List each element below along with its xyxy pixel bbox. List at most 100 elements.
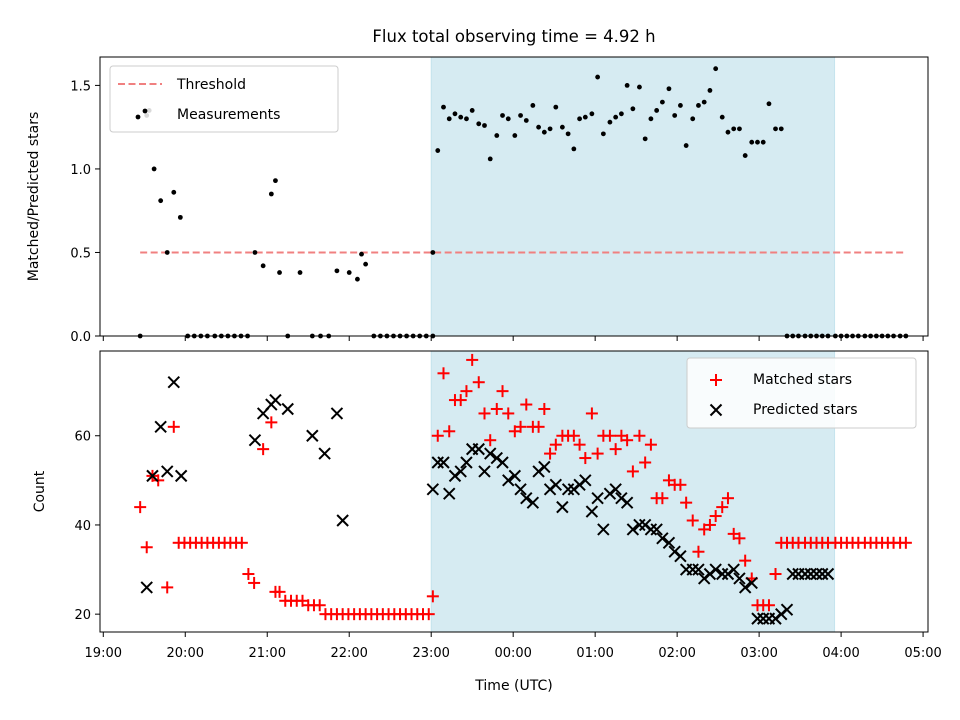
top-legend: Threshold Measurements: [109, 65, 339, 133]
predicted-star-point: [751, 612, 764, 625]
predicted-star-point: [626, 523, 640, 536]
measurement-point: [683, 143, 689, 148]
measurement-point: [773, 126, 778, 132]
predicted-star-point-b: [786, 567, 799, 581]
matched-star-point: [514, 420, 527, 433]
matched-star-point: [538, 402, 551, 415]
predicted-star-point: [561, 483, 575, 496]
measurement-point: [359, 251, 364, 257]
predicted-star-point: [780, 603, 794, 616]
measurement-point: [435, 148, 441, 153]
predicted-star-point-b: [579, 474, 592, 487]
matched-star-point: [626, 465, 639, 478]
matched-star-point: [739, 554, 752, 567]
predicted-star-point-b: [281, 402, 294, 416]
measurement-point: [441, 104, 446, 110]
predicted-legend-label: Predicted stars: [753, 402, 858, 418]
matched-star-point: [762, 599, 775, 612]
measurement-point: [659, 99, 665, 105]
matched-star-point: [591, 447, 604, 460]
predicted-star-point: [140, 581, 153, 594]
predicted-star-point-b: [633, 518, 646, 532]
predicted-star-point: [662, 536, 676, 550]
predicted-star-point: [478, 465, 491, 478]
predicted-star-point: [437, 456, 450, 469]
predicted-star-point: [248, 433, 262, 447]
bottom-x-ticks: 19:00 20:00 21:00 22:00 23:00 00:00 01:00 02:00…: [85, 632, 942, 661]
bottom-y-tick-label: 20: [74, 608, 91, 623]
predicted-star-point-b: [620, 496, 634, 509]
measurement-point: [158, 198, 164, 204]
predicted-star-point: [644, 523, 658, 536]
predicted-star-point: [306, 429, 319, 442]
predicted-star-point-b: [757, 612, 770, 625]
predicted-star-point-b: [472, 442, 485, 456]
predicted-star-point: [709, 563, 722, 576]
top-y-tick-label: 0.0: [70, 330, 91, 345]
matched-star-point: [686, 514, 699, 527]
measurements-legend-label: Measurements: [177, 107, 280, 123]
matched-star-point: [733, 532, 746, 545]
matched-star-point: [454, 394, 467, 407]
measurement-point: [164, 250, 170, 255]
x-tick-label: 01:00: [576, 646, 613, 661]
matched-star-point: [899, 536, 912, 549]
measurement-point: [494, 133, 500, 138]
predicted-star-point-b: [656, 532, 669, 545]
top-y-tick-label: 1.5: [70, 79, 91, 94]
bottom-y-ticks: 20 40 60: [74, 430, 100, 623]
matched-star-point: [431, 429, 444, 442]
matched-star-point: [484, 434, 497, 447]
predicted-star-point-b: [692, 563, 705, 576]
predicted-star-point-b: [686, 563, 699, 576]
matched-star-point: [579, 452, 592, 465]
measurement-point: [469, 108, 475, 113]
matched-star-point: [769, 568, 782, 581]
predicted-star-point: [757, 612, 770, 625]
predicted-star-point-b: [662, 536, 676, 550]
predicted-star-point-b: [526, 496, 540, 509]
measurement-point: [778, 126, 784, 132]
matched-legend-swatch: [710, 374, 722, 386]
predicted-star-point-b: [549, 478, 563, 492]
measurement-point: [482, 123, 487, 128]
matched-star-point: [609, 443, 622, 456]
predicted-star-point-b: [167, 376, 180, 389]
measurement-point: [666, 86, 672, 92]
matched-star-point: [422, 608, 435, 621]
measurement-point: [505, 116, 511, 122]
measurement-point: [273, 178, 278, 184]
matched-star-point: [573, 438, 586, 451]
measurement-point: [571, 146, 577, 152]
predicted-star-point-b: [174, 469, 188, 483]
bottom-y-axis-label: Count: [32, 470, 48, 512]
measurement-point: [171, 189, 177, 195]
predicted-star-point: [443, 487, 456, 500]
predicted-star-point-b: [318, 447, 331, 460]
matched-star-point: [633, 429, 646, 442]
predicted-star-point-b: [508, 469, 522, 483]
measurement-point: [766, 101, 772, 107]
x-tick-label: 19:00: [85, 646, 122, 661]
top-x-ticks: [102, 336, 924, 341]
bottom-panel: 20 40 60 19:00 20:00 21:00 22:00 23:00 00:00 01:…: [32, 350, 942, 694]
matched-star-point: [644, 438, 657, 451]
matched-star-point: [134, 501, 147, 514]
count-points: [134, 353, 912, 625]
measurement-point: [446, 116, 452, 122]
predicted-star-point: [472, 442, 485, 456]
predicted-star-point: [161, 465, 174, 478]
measurement-point: [334, 268, 340, 274]
measurement-point: [346, 270, 352, 275]
measurement-point: [613, 114, 619, 120]
predicted-star-point: [745, 576, 758, 590]
measurement-point: [430, 250, 436, 255]
measurement-point: [452, 111, 458, 117]
predicted-star-point-b: [709, 563, 722, 576]
predicted-star-point-b: [154, 420, 167, 434]
measurement-point: [760, 139, 766, 145]
matched-star-point: [161, 581, 174, 594]
predicted-star-point: [146, 469, 159, 483]
predicted-star-point: [460, 456, 473, 469]
